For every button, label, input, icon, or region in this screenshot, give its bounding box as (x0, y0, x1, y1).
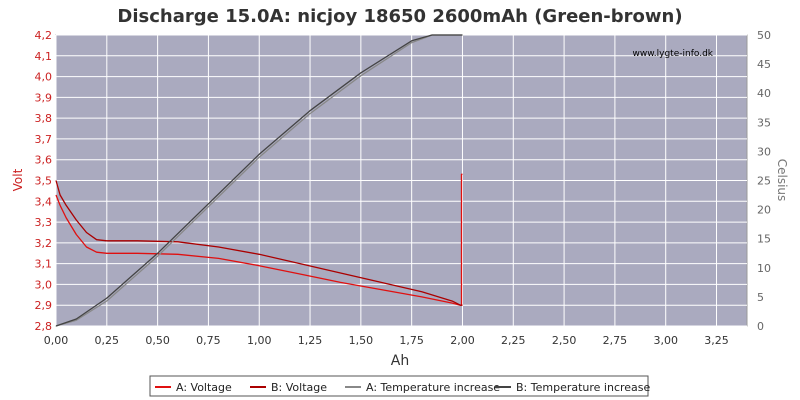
x-tick-label: 2,75 (603, 334, 628, 347)
y-axis-left-label: Volt (11, 168, 25, 191)
y-left-tick-label: 3,9 (35, 91, 53, 104)
y-right-tick-label: 5 (757, 291, 764, 304)
legend-item-label: A: Temperature increase (366, 381, 500, 394)
y-left-tick-label: 3,4 (35, 195, 53, 208)
y-left-tick-label: 3,7 (35, 133, 53, 146)
legend: A: Voltage B: Voltage A: Temperature incre… (149, 375, 651, 397)
y-right-tick-label: 25 (757, 175, 771, 188)
series-line-2 (55, 180, 463, 306)
x-tick-label: 1,50 (349, 334, 374, 347)
watermark: www.lygte-info.dk (633, 49, 714, 59)
x-tick-label: 1,25 (298, 334, 323, 347)
y-left-tick-label: 3,2 (35, 237, 53, 250)
x-tick-label: 3,00 (653, 334, 678, 347)
y-right-tick-label: 30 (757, 145, 771, 158)
x-tick-label: 0,00 (44, 334, 69, 347)
y-right-tick-label: 20 (757, 204, 771, 217)
y-left-tick-label: 3,6 (35, 154, 53, 167)
legend-item-label: B: Voltage (271, 381, 327, 394)
y-left-tick-label: 3,5 (35, 175, 53, 188)
x-tick-label: 1,00 (247, 334, 272, 347)
x-tick-label: 1,75 (399, 334, 424, 347)
y-right-tick-label: 10 (757, 262, 771, 275)
x-tick-label: 2,25 (501, 334, 526, 347)
legend-item-label: A: Voltage (176, 381, 232, 394)
y-left-tick-label: 3,0 (35, 278, 53, 291)
y-axis-right-ticks: 0 5 10 15 20 25 30 35 40 45 50 (757, 29, 771, 333)
x-tick-label: 2,50 (552, 334, 577, 347)
y-left-tick-label: 2,9 (35, 299, 53, 312)
x-tick-label: 0,25 (95, 334, 120, 347)
x-tick-label: 0,75 (196, 334, 221, 347)
x-tick-label: 0,50 (145, 334, 170, 347)
y-right-tick-label: 15 (757, 233, 771, 246)
y-right-tick-label: 35 (757, 116, 771, 129)
y-axis-right-label: Celsius (775, 159, 789, 202)
y-axis-left-ticks: 2,8 2,9 3,0 3,1 3,2 3,3 3,4 3,5 3,6 3,7 3,8 3,9 4,0 4… (35, 29, 53, 333)
series-line-4 (55, 34, 463, 327)
x-tick-label: 2,00 (450, 334, 475, 347)
y-left-tick-label: 2,8 (35, 320, 53, 333)
y-right-tick-label: 45 (757, 58, 771, 71)
y-left-tick-label: 3,1 (35, 258, 53, 271)
y-right-tick-label: 0 (757, 320, 764, 333)
x-tick-label: 3,25 (704, 334, 729, 347)
legend-box (149, 375, 649, 397)
x-axis-label: Ah (391, 353, 409, 369)
chart-title: Discharge 15.0A: nicjoy 18650 2600mAh (G… (117, 6, 682, 27)
x-axis-ticks: 0,00 0,25 0,50 0,75 1,00 1,25 1,50 1,75 2,00 2,25… (44, 334, 729, 347)
legend-item-label: B: Temperature increase (516, 381, 651, 394)
y-left-tick-label: 4,0 (35, 71, 53, 84)
y-left-tick-label: 4,2 (35, 29, 53, 42)
y-left-tick-label: 3,3 (35, 216, 53, 229)
y-left-tick-label: 3,8 (35, 112, 53, 125)
y-left-tick-label: 4,1 (35, 50, 53, 63)
y-right-tick-label: 50 (757, 29, 771, 42)
y-right-tick-label: 40 (757, 87, 771, 100)
series-layer (55, 34, 463, 327)
